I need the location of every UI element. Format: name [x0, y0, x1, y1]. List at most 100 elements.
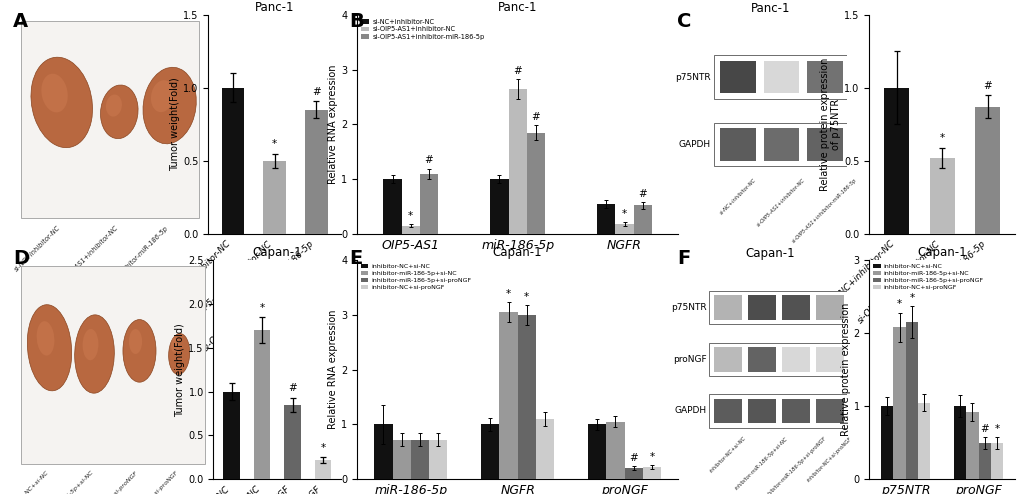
Text: *: *	[896, 299, 901, 309]
Text: #: #	[629, 453, 638, 463]
Text: #: #	[531, 112, 540, 122]
Text: B: B	[348, 12, 363, 31]
Bar	[880, 406, 893, 479]
Bar	[708, 291, 846, 324]
Bar	[713, 295, 741, 320]
Ellipse shape	[128, 329, 142, 354]
Bar	[223, 392, 239, 479]
Bar	[719, 61, 755, 93]
Bar	[977, 443, 989, 479]
Bar	[974, 107, 1000, 234]
Text: inhibitor-miR-186-5p+si-NC: inhibitor-miR-186-5p+si-NC	[734, 436, 789, 491]
Legend: inhibitor-NC+si-NC, inhibitor-miR-186-5p+si-NC, inhibitor-miR-186-5p+si-proNGF, : inhibitor-NC+si-NC, inhibitor-miR-186-5p…	[360, 263, 472, 290]
Y-axis label: Tumor weight(Fold): Tumor weight(Fold)	[170, 78, 180, 171]
Bar	[928, 158, 954, 234]
Ellipse shape	[151, 80, 174, 112]
Ellipse shape	[106, 94, 122, 117]
Text: *: *	[938, 133, 944, 143]
Text: *: *	[505, 289, 511, 299]
Ellipse shape	[42, 74, 67, 113]
Bar	[763, 128, 799, 161]
Bar	[606, 422, 624, 479]
Text: p75NTR: p75NTR	[675, 73, 710, 82]
Bar	[815, 347, 843, 371]
Text: D: D	[13, 249, 30, 268]
Text: inhibitor-miR-186-5p+si-proNGF: inhibitor-miR-186-5p+si-proNGF	[763, 436, 826, 494]
Text: p75NTR: p75NTR	[671, 303, 706, 312]
Bar	[713, 123, 846, 166]
Bar	[254, 330, 270, 479]
Bar	[905, 322, 917, 479]
Ellipse shape	[74, 315, 114, 393]
Text: #: #	[979, 423, 988, 434]
Text: *: *	[649, 452, 654, 462]
Text: *: *	[259, 303, 264, 313]
Text: A: A	[13, 12, 29, 31]
Bar	[535, 419, 553, 479]
Bar	[782, 295, 809, 320]
Bar	[392, 440, 411, 479]
Text: GAPDH: GAPDH	[675, 407, 706, 415]
Text: si-NC+inhibitor-NC: si-NC+inhibitor-NC	[718, 177, 756, 215]
Bar	[518, 315, 535, 479]
Text: si-OIP5-AS1+inhibitor-miR-186-5p: si-OIP5-AS1+inhibitor-miR-186-5p	[86, 224, 169, 309]
Text: #: #	[982, 81, 991, 91]
Text: F: F	[677, 249, 690, 268]
Text: inhibitor-NC+si-proNGF: inhibitor-NC+si-proNGF	[123, 470, 179, 494]
Bar	[806, 128, 842, 161]
Bar	[383, 179, 401, 234]
Text: si-OIP5-AS1+inhibitor-miR-186-5p: si-OIP5-AS1+inhibitor-miR-186-5p	[791, 177, 858, 244]
Bar	[481, 424, 499, 479]
Title: Capan-1: Capan-1	[492, 246, 542, 259]
Text: E: E	[348, 249, 362, 268]
Text: *: *	[994, 423, 999, 434]
Text: #: #	[513, 66, 522, 76]
Bar	[713, 55, 846, 99]
Text: si-NC+inhibitor-NC: si-NC+inhibitor-NC	[13, 224, 62, 273]
Ellipse shape	[28, 305, 71, 391]
Y-axis label: Tumor weight(Fold): Tumor weight(Fold)	[175, 323, 185, 416]
Bar	[782, 399, 809, 423]
Bar	[401, 226, 420, 234]
Text: *: *	[622, 208, 627, 218]
Text: #: #	[288, 383, 297, 393]
Title: Capan-1: Capan-1	[253, 246, 302, 259]
Title: Panc-1: Panc-1	[497, 0, 537, 14]
Bar	[526, 132, 544, 234]
Bar	[719, 128, 755, 161]
Legend: inhibitor-NC+si-NC, inhibitor-miR-186-5p+si-NC, inhibitor-miR-186-5p+si-proNGF, : inhibitor-NC+si-NC, inhibitor-miR-186-5p…	[871, 263, 983, 290]
Bar	[314, 460, 331, 479]
Title: Panc-1: Panc-1	[750, 2, 790, 15]
Bar	[713, 399, 741, 423]
Bar	[633, 206, 651, 234]
Bar	[305, 110, 327, 234]
Text: inhibitor-NC+si-NC: inhibitor-NC+si-NC	[708, 436, 747, 474]
Bar	[708, 343, 846, 376]
Text: #: #	[312, 86, 320, 97]
Title: Panc-1: Panc-1	[255, 0, 294, 14]
Bar	[965, 412, 977, 479]
Bar	[815, 295, 843, 320]
Bar	[221, 88, 245, 234]
Bar	[420, 173, 437, 234]
Y-axis label: Relative protein expression: Relative protein expression	[840, 303, 850, 436]
Ellipse shape	[37, 321, 54, 356]
Ellipse shape	[101, 85, 138, 139]
Bar	[284, 405, 301, 479]
Text: inhibitor-miR-186-5p+si-proNGF: inhibitor-miR-186-5p+si-proNGF	[64, 470, 140, 494]
Ellipse shape	[168, 333, 190, 374]
Text: si-OIP5-AS1+inhibitor-NC: si-OIP5-AS1+inhibitor-NC	[56, 224, 119, 288]
Text: proNGF: proNGF	[673, 355, 706, 364]
Bar	[499, 312, 518, 479]
Bar	[883, 88, 908, 234]
Text: *: *	[524, 292, 529, 302]
Text: *: *	[909, 293, 914, 303]
Y-axis label: Relative RNA expression: Relative RNA expression	[328, 65, 338, 184]
Text: #: #	[424, 156, 433, 165]
Bar	[893, 328, 905, 479]
Bar	[374, 424, 392, 479]
Text: GAPDH: GAPDH	[678, 140, 710, 149]
Bar	[815, 399, 843, 423]
Text: inhibitor-miR-186-5p+si-NC: inhibitor-miR-186-5p+si-NC	[30, 470, 95, 494]
Legend: si-NC+inhibitor-NC, si-OIP5-AS1+inhibitor-NC, si-OIP5-AS1+inhibitor-miR-186-5p: si-NC+inhibitor-NC, si-OIP5-AS1+inhibito…	[361, 18, 485, 41]
